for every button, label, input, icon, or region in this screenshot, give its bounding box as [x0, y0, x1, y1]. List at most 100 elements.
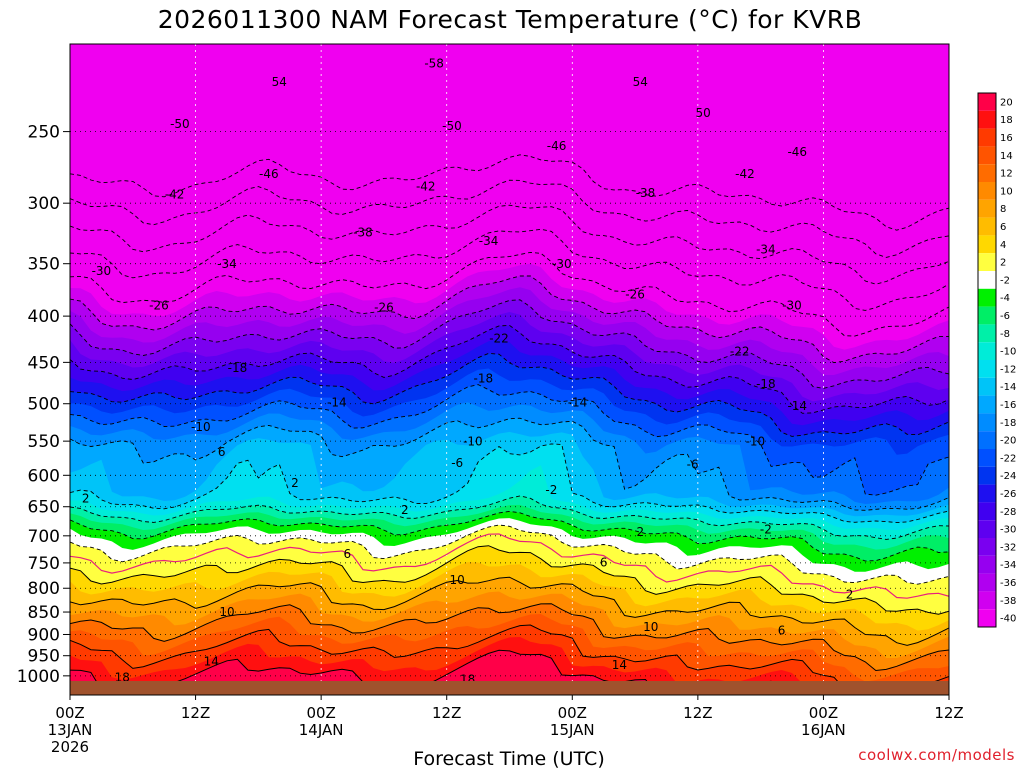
colorbar-label: -2 — [1000, 275, 1010, 286]
isotherm-label: -42 — [735, 167, 755, 181]
x-tick-label: 00Z — [809, 704, 838, 722]
ground-strip — [70, 681, 949, 695]
isotherm-label: -22 — [489, 332, 509, 346]
colorbar-swatch — [978, 128, 996, 147]
isotherm-label: -46 — [259, 167, 279, 181]
x-tick-label: 14JAN — [299, 721, 344, 739]
colorbar-swatch — [978, 591, 996, 610]
ground-fill — [70, 681, 949, 695]
x-tick-label: 2026 — [51, 738, 89, 756]
colorbar-label: -28 — [1000, 507, 1016, 518]
colorbar-label: -38 — [1000, 596, 1016, 607]
isotherm-label: -30 — [552, 257, 572, 271]
isotherm-label: -30 — [782, 299, 802, 313]
colorbar-frame — [977, 92, 997, 628]
colorbar-label: 18 — [1000, 115, 1013, 126]
isotherm-label: -46 — [547, 139, 567, 153]
isotherm-line — [70, 649, 949, 695]
colorbar-label: -8 — [1000, 329, 1010, 340]
colorbar-swatch — [978, 182, 996, 200]
isotherm-label: -10 — [746, 435, 766, 449]
x-tick-label: 00Z — [55, 704, 84, 722]
y-tick-label: 400 — [28, 307, 60, 327]
isotherm-line — [70, 324, 949, 414]
isotherm-label: 50 — [695, 106, 710, 120]
colorbar-label: 14 — [1000, 151, 1013, 162]
colorbar-label: 16 — [1000, 133, 1013, 144]
colorbar-label: -12 — [1000, 364, 1016, 375]
y-tick-label: 350 — [28, 255, 60, 275]
credit-text: coolwx.com/models — [858, 746, 1015, 764]
colorbar-label: 2 — [1000, 258, 1006, 269]
colorbar-swatch — [978, 520, 996, 538]
isotherm-label: 10 — [450, 573, 465, 587]
isotherm-line — [70, 545, 949, 615]
y-tick-label: 250 — [28, 123, 60, 143]
isotherm-line — [70, 417, 949, 511]
colorbar-label: 4 — [1000, 240, 1006, 251]
isotherm-label: -14 — [327, 396, 347, 410]
colorbar-swatch — [978, 324, 996, 343]
y-tick-label: 550 — [28, 432, 60, 452]
y-tick-label: 300 — [28, 194, 60, 214]
isotherm-label: -38 — [636, 186, 656, 200]
isotherm-label: 54 — [633, 75, 648, 89]
isotherm-label: 2 — [636, 525, 644, 539]
colorbar-swatch — [978, 164, 996, 182]
isotherm-label: -38 — [353, 226, 373, 240]
isotherm-label: -46 — [787, 145, 807, 159]
colorbar-label: -24 — [1000, 471, 1016, 482]
isotherm-line — [70, 299, 949, 389]
isotherm-label: -26 — [374, 301, 394, 315]
colorbar-label: -4 — [1000, 293, 1010, 304]
colorbar-swatch — [978, 413, 996, 432]
colorbar-swatch — [978, 288, 996, 307]
isotherm-label: -50 — [442, 119, 462, 133]
isotherm-line — [70, 603, 949, 672]
colorbar-swatch — [978, 93, 996, 111]
x-tick-label: 12Z — [934, 704, 963, 722]
isotherm-line — [70, 275, 949, 364]
x-tick-label: 12Z — [683, 704, 712, 722]
colorbar-label: -18 — [1000, 418, 1016, 429]
colorbar-label: 8 — [1000, 204, 1006, 215]
colorbar-label: -10 — [1000, 347, 1016, 358]
isotherm-label: -18 — [756, 377, 776, 391]
x-tick-label: 12Z — [181, 704, 210, 722]
x-tick-label: 00Z — [306, 704, 335, 722]
y-axis: 2503003504004505005506006507007508008509… — [17, 123, 70, 687]
colorbar-swatch — [978, 484, 996, 503]
isotherm-label: 10 — [643, 620, 658, 634]
isotherm-label: -34 — [756, 242, 776, 256]
x-tick-label: 13JAN — [48, 721, 93, 739]
isotherm-label: 2 — [401, 503, 409, 517]
isotherm-label: -42 — [416, 179, 436, 193]
isotherm-label: -58 — [424, 57, 444, 71]
colorbar-label: -16 — [1000, 400, 1016, 411]
colorbar-label: 6 — [1000, 222, 1006, 233]
colorbar-label: 12 — [1000, 169, 1013, 180]
colorbar-swatch — [978, 466, 996, 485]
isotherm-label: 6 — [218, 445, 226, 459]
x-tick-label: 15JAN — [550, 721, 595, 739]
isotherm-label: 6 — [600, 555, 608, 569]
grid-lines — [70, 44, 949, 695]
isotherm-label: -2 — [760, 523, 772, 537]
colorbar-swatch — [978, 555, 996, 574]
colorbar-swatch — [978, 235, 996, 254]
isotherm-line — [70, 443, 949, 524]
colorbar-swatch — [978, 377, 996, 396]
isotherm-label: -14 — [568, 396, 588, 410]
colorbar-swatch — [978, 199, 996, 218]
colorbar-swatch — [978, 538, 996, 556]
isotherm-label: -2 — [545, 483, 557, 497]
colorbar-swatch — [978, 217, 996, 236]
isotherm-label: -14 — [787, 399, 807, 413]
isotherm-label: -22 — [730, 344, 750, 358]
colorbar-label: -14 — [1000, 382, 1016, 393]
y-tick-label: 450 — [28, 353, 60, 373]
y-tick-label: 700 — [28, 527, 60, 547]
isotherm-line — [70, 352, 949, 437]
isotherm-label: -42 — [165, 187, 185, 201]
isotherm-label: -18 — [228, 361, 248, 375]
